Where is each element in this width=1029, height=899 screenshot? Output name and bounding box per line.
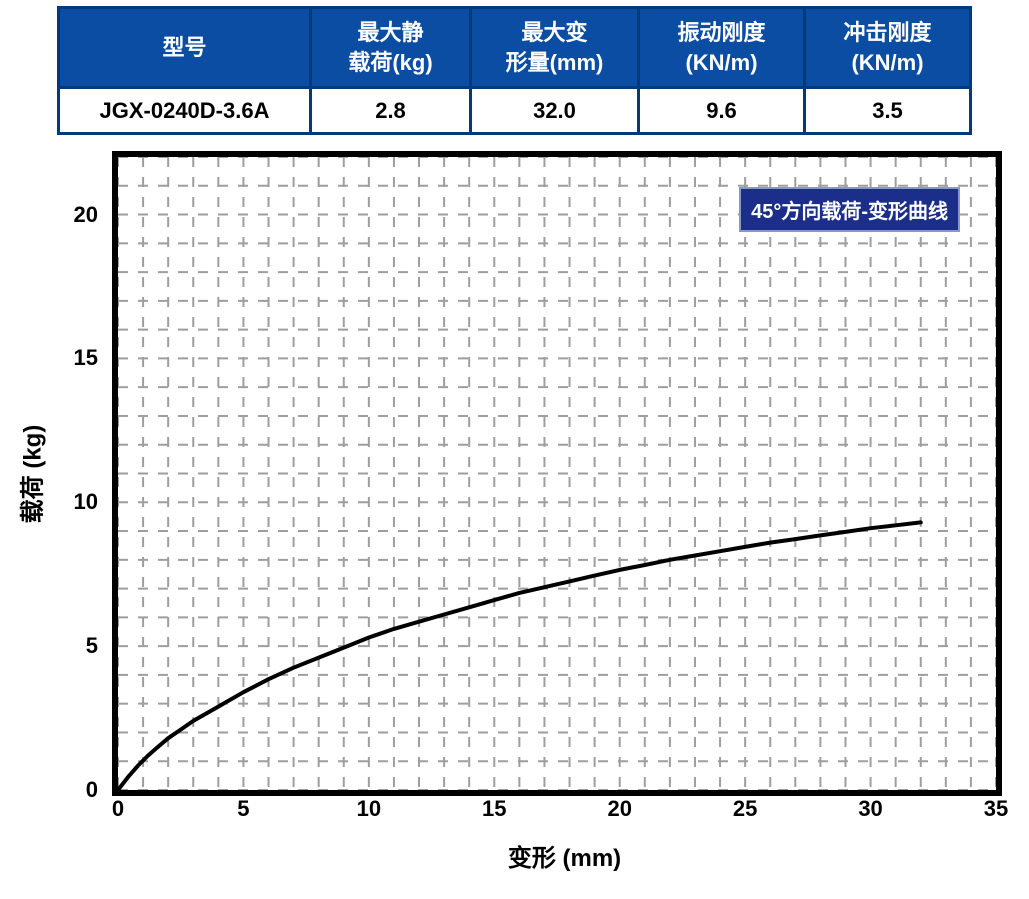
table-cell: 9.6 — [639, 88, 805, 134]
chart-legend: 45°方向载荷-变形曲线 — [739, 187, 960, 232]
x-tick-label: 30 — [858, 796, 882, 822]
y-tick-label: 15 — [12, 345, 98, 371]
x-tick-label: 15 — [482, 796, 506, 822]
x-tick-label: 5 — [237, 796, 249, 822]
x-axis-label: 变形 (mm) — [12, 838, 1017, 873]
table-cell: 32.0 — [471, 88, 639, 134]
y-tick-label: 10 — [12, 489, 98, 515]
x-tick-label: 10 — [357, 796, 381, 822]
x-tick-label: 25 — [733, 796, 757, 822]
y-tick-label: 0 — [12, 777, 98, 803]
y-tick-label: 20 — [12, 202, 98, 228]
chart: 载荷 (kg) 45°方向载荷-变形曲线 05101520 0510152025… — [12, 143, 1017, 873]
table-header: 冲击刚度(KN/m) — [805, 8, 971, 88]
y-tick-label: 5 — [12, 633, 98, 659]
x-tick-label: 35 — [984, 796, 1008, 822]
table-cell: 2.8 — [311, 88, 471, 134]
table-header: 型号 — [59, 8, 311, 88]
spec-table: 型号最大静载荷(kg)最大变形量(mm)振动刚度(KN/m)冲击刚度(KN/m)… — [57, 6, 972, 135]
table-header: 振动刚度(KN/m) — [639, 8, 805, 88]
table-row: JGX-0240D-3.6A2.832.09.63.5 — [59, 88, 971, 134]
table-cell: JGX-0240D-3.6A — [59, 88, 311, 134]
table-cell: 3.5 — [805, 88, 971, 134]
x-tick-label: 0 — [112, 796, 124, 822]
x-tick-label: 20 — [607, 796, 631, 822]
table-header: 最大变形量(mm) — [471, 8, 639, 88]
table-header: 最大静载荷(kg) — [311, 8, 471, 88]
